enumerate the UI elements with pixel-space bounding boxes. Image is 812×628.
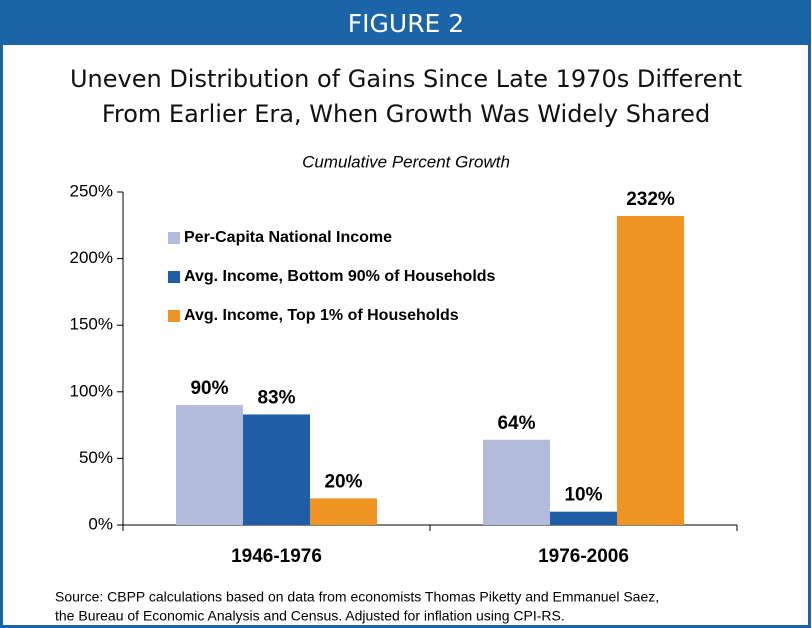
bar (617, 215, 684, 525)
legend-label: Avg. Income, Top 1% of Households (184, 307, 459, 324)
x-tick-label: 1976-2006 (538, 546, 629, 567)
y-tick-label: 0% (88, 514, 113, 533)
legend-label: Avg. Income, Bottom 90% of Households (184, 268, 496, 285)
chart-title: From Earlier Era, When Growth Was Widely… (102, 100, 710, 128)
chart-subtitle: Cumulative Percent Growth (302, 152, 510, 171)
data-label: 83% (257, 387, 295, 408)
legend-swatch (168, 310, 180, 322)
y-tick-label: 100% (70, 381, 113, 400)
source: the Bureau of Economic Analysis and Cens… (55, 608, 565, 624)
legend-label: Per-Capita National Income (184, 229, 392, 246)
y-tick-label: 250% (70, 181, 113, 200)
source: Source: CBPP calculations based on data … (55, 589, 659, 605)
data-label: 20% (324, 471, 362, 492)
bar (550, 511, 617, 525)
chart-title: Uneven Distribution of Gains Since Late … (70, 65, 742, 93)
legend-swatch (168, 232, 180, 244)
bar (483, 439, 550, 525)
data-label: 232% (626, 189, 675, 210)
y-tick-label: 50% (79, 448, 113, 467)
legend-swatch (168, 271, 180, 283)
bar (176, 405, 243, 525)
data-label: 90% (190, 378, 228, 399)
data-label: 10% (564, 485, 602, 506)
header-band (0, 0, 811, 45)
bar (243, 414, 310, 525)
data-label: 64% (497, 413, 535, 434)
x-tick-label: 1946-1976 (231, 546, 322, 567)
y-tick-label: 150% (70, 315, 113, 334)
header: FIGURE 2 (348, 9, 464, 38)
bar (310, 498, 377, 525)
y-tick-label: 200% (70, 248, 113, 267)
